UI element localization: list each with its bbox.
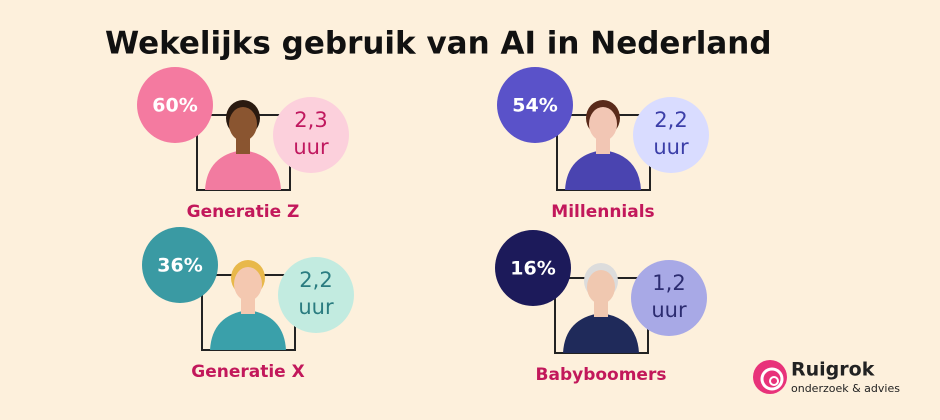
- person-head: [229, 107, 257, 141]
- person-neck: [236, 138, 250, 154]
- percentage: 60%: [152, 95, 197, 117]
- person-neck: [594, 301, 608, 317]
- title: Wekelijks gebruik van AI in Nederland: [105, 26, 772, 62]
- logo-swirl: [769, 376, 779, 386]
- hours-unit: uur: [298, 295, 334, 319]
- person-body: [563, 313, 639, 353]
- percentage: 54%: [512, 95, 557, 117]
- hours: 2,2: [299, 268, 332, 292]
- hours: 1,2: [652, 271, 685, 295]
- percentage-circle: [495, 230, 571, 306]
- person-neck: [596, 138, 610, 154]
- group-label: Babyboomers: [536, 365, 667, 385]
- logo-tagline: onderzoek & advies: [791, 382, 900, 395]
- person-body: [210, 310, 286, 350]
- hours-unit: uur: [651, 298, 687, 322]
- person-neck: [241, 298, 255, 314]
- hours-circle: [631, 260, 707, 336]
- group-label: Generatie X: [191, 362, 304, 382]
- logo-name: Ruigrok: [791, 359, 875, 381]
- hours-circle: [273, 97, 349, 173]
- hours-unit: uur: [293, 135, 329, 159]
- person-head: [589, 107, 617, 141]
- logo: Ruigrok onderzoek & advies: [753, 359, 900, 395]
- percentage-circle: [137, 67, 213, 143]
- hours-circle: [633, 97, 709, 173]
- person-body: [205, 150, 281, 190]
- person-body: [565, 150, 641, 190]
- percentage-circle: [497, 67, 573, 143]
- person-head: [234, 267, 262, 301]
- hours-circle: [278, 257, 354, 333]
- logo-swirl: [760, 367, 784, 391]
- percentage: 16%: [510, 258, 555, 280]
- hours: 2,3: [294, 108, 327, 132]
- group-label: Generatie Z: [187, 202, 300, 222]
- person-head: [587, 270, 615, 304]
- hours: 2,2: [654, 108, 687, 132]
- percentage-circle: [142, 227, 218, 303]
- hours-unit: uur: [653, 135, 689, 159]
- percentage: 36%: [157, 255, 202, 277]
- group-label: Millennials: [551, 202, 654, 222]
